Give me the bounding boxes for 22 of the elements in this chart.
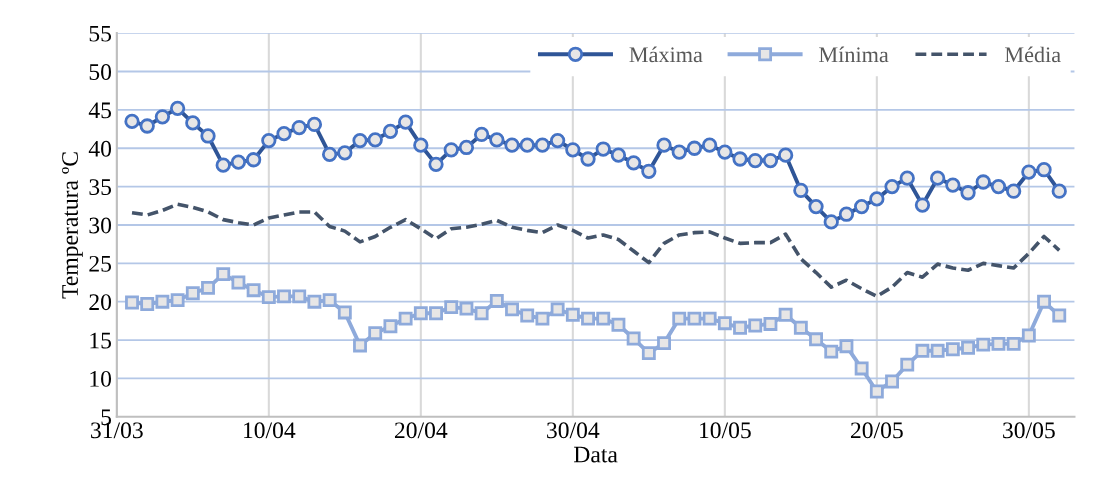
x-tick-label: 10/05 <box>700 422 751 439</box>
x-tick-label: 30/05 <box>1003 422 1055 439</box>
x-tick-label: 30/04 <box>547 422 600 439</box>
line-series <box>130 202 1062 299</box>
legend-label: Máxima <box>629 46 703 63</box>
legend-label: Média <box>1004 46 1061 63</box>
y-tick-label: 40 <box>88 140 112 157</box>
y-tick-label: 45 <box>88 102 112 119</box>
y-tick-label: 55 <box>89 25 112 42</box>
y-tick-label: 20 <box>89 294 112 311</box>
x-axis-title: Data <box>574 446 618 463</box>
y-tick-label: 35 <box>89 179 112 196</box>
legend-label: Mínima <box>819 46 889 63</box>
x-tick-label: 10/04 <box>244 422 296 439</box>
y-tick-label: 15 <box>90 332 112 349</box>
y-tick-label: 25 <box>89 255 112 272</box>
x-tick-label: 20/05 <box>850 422 903 439</box>
y-tick-label: 30 <box>89 217 112 234</box>
y-tick-label: 10 <box>90 370 112 387</box>
y-axis-title: Temperatura ºC <box>62 152 83 299</box>
x-tick-label: 20/04 <box>394 422 448 439</box>
y-tick-label: 50 <box>89 64 112 80</box>
